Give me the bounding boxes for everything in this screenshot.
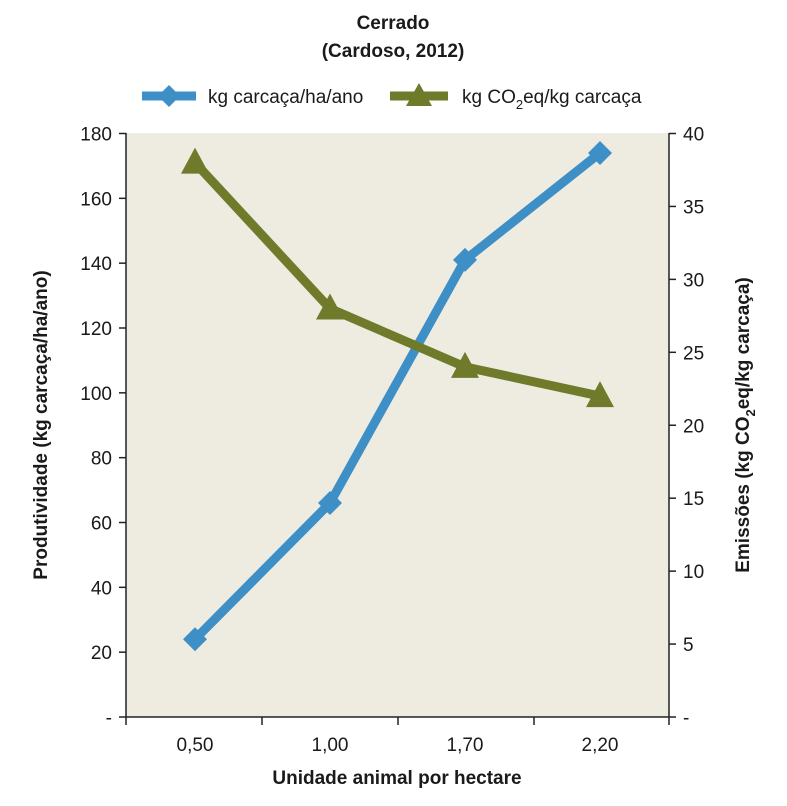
y-left-tick-label: 40 — [91, 578, 112, 599]
legend-diamond-icon — [158, 85, 180, 107]
y-right-tick-label: 5 — [683, 635, 694, 656]
series-line-0 — [191, 149, 603, 643]
y-left-tick-label: 180 — [80, 125, 112, 146]
series-line-1 — [191, 159, 601, 401]
series-point-triangle — [451, 351, 479, 378]
y-axis-right-label: Emissões (kg CO2eq/kg carcaça) — [733, 277, 758, 573]
y-right-tick-label: 10 — [683, 562, 704, 583]
y-right-tick-label: - — [683, 708, 689, 729]
legend-label-productivity: kg carcaça/ha/ano — [208, 87, 363, 108]
y-left-tick-label: 100 — [80, 384, 112, 405]
series-point-diamond — [453, 247, 477, 272]
x-tick-label: 2,20 — [582, 735, 619, 756]
y-right-tick-label: 25 — [683, 343, 704, 364]
y-left-tick-label: 120 — [80, 319, 112, 340]
series-layer — [181, 140, 614, 652]
y-axis-left-label: Produtividade (kg carcaça/ha/ano) — [31, 270, 52, 579]
y-right-ticks: - 5 10 15 20 25 30 35 40 — [669, 125, 704, 729]
y-right-tick-label: 15 — [683, 489, 704, 510]
chart-title: Cerrado — [357, 13, 430, 34]
y-left-tick-label: 140 — [80, 254, 112, 275]
x-ticks: 0,50 1,00 1,70 2,20 — [125, 717, 670, 756]
x-tick-label: 0,50 — [177, 735, 214, 756]
y-left-ticks: - 20 40 60 80 100 120 140 160 180 — [80, 125, 126, 729]
y-left-tick-label: - — [106, 708, 112, 729]
chart-subtitle: (Cardoso, 2012) — [322, 41, 465, 62]
y-right-tick-label: 20 — [683, 416, 704, 437]
y-right-tick-label: 35 — [683, 197, 704, 218]
y-right-tick-label: 40 — [683, 125, 704, 146]
series-point-triangle — [181, 147, 209, 174]
x-tick-label: 1,70 — [447, 735, 484, 756]
y-left-tick-label: 60 — [91, 514, 112, 535]
y-left-tick-label: 80 — [91, 449, 112, 470]
series-point-diamond — [318, 491, 342, 516]
series-point-diamond — [183, 627, 207, 652]
series-point-triangle — [586, 381, 614, 408]
x-tick-label: 1,00 — [312, 735, 349, 756]
series-point-triangle — [316, 293, 344, 320]
legend-item-emissions: kg CO2eq/kg carcaça — [390, 83, 642, 112]
legend-triangle-icon — [406, 83, 432, 106]
legend-label-emissions: kg CO2eq/kg carcaça — [462, 87, 642, 112]
x-axis-label: Unidade animal por hectare — [272, 768, 521, 789]
y-right-tick-label: 30 — [683, 270, 704, 291]
y-left-tick-label: 20 — [91, 643, 112, 664]
series-point-diamond — [588, 140, 612, 165]
y-left-tick-label: 160 — [80, 189, 112, 210]
legend-item-productivity: kg carcaça/ha/ano — [142, 85, 363, 108]
legend: kg carcaça/ha/ano kg CO2eq/kg carcaça — [142, 83, 642, 112]
